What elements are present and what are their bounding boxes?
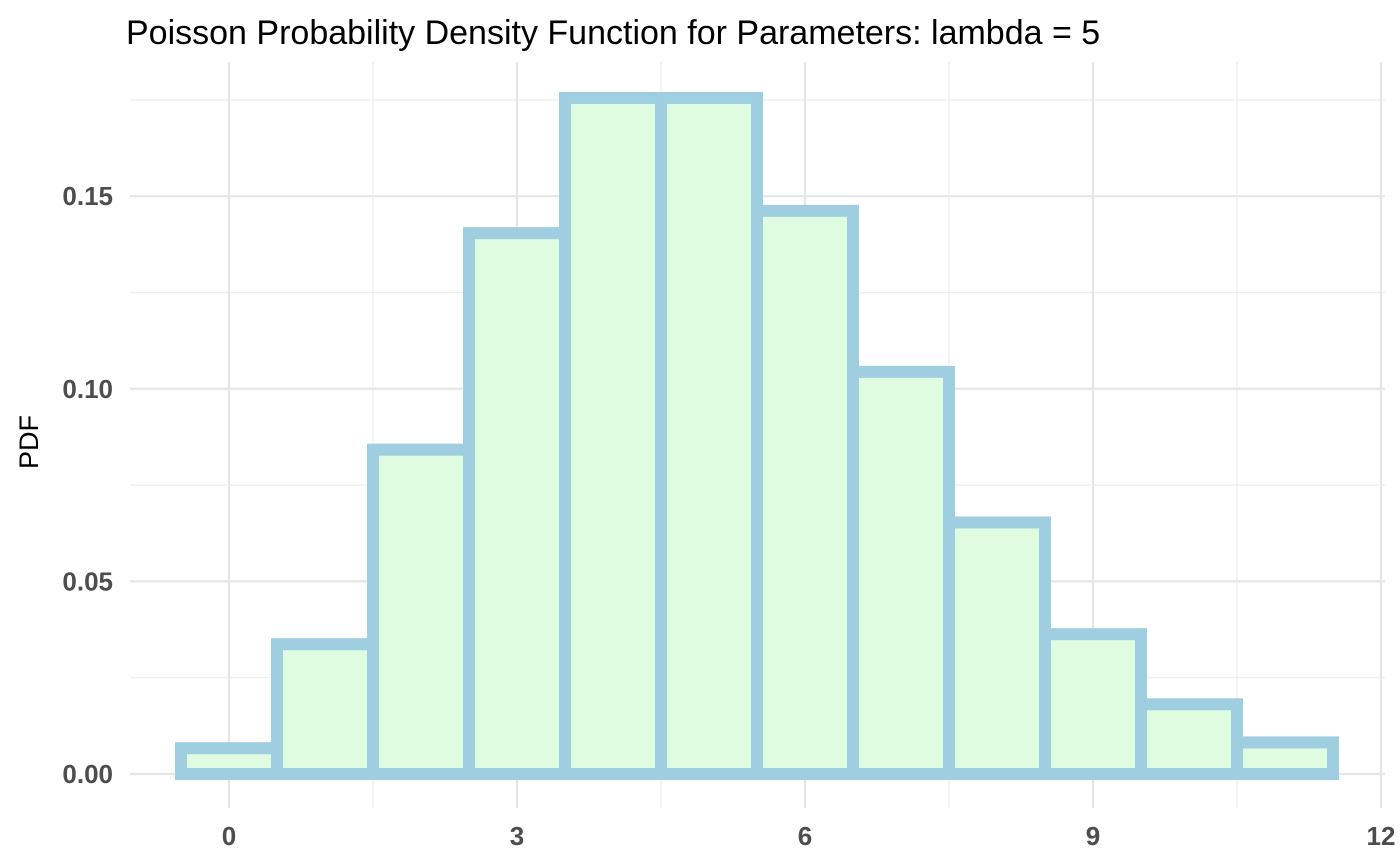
x-tick-label: 12 <box>1367 821 1396 851</box>
chart-title: Poisson Probability Density Function for… <box>126 14 1100 52</box>
y-axis-ticks: 0.00 0.05 0.10 0.15 <box>62 181 113 789</box>
y-axis-label: PDF <box>14 415 44 469</box>
bar-11 <box>1231 736 1339 780</box>
bar-7 <box>847 365 955 780</box>
x-tick-label: 0 <box>222 821 236 851</box>
bar-1 <box>271 638 379 781</box>
x-tick-label: 3 <box>510 821 524 851</box>
y-tick-label: 0.05 <box>62 566 113 596</box>
bar-8 <box>943 516 1051 781</box>
bar-3 <box>463 227 571 780</box>
bar-10 <box>1135 698 1243 781</box>
y-tick-label: 0.00 <box>62 759 113 789</box>
x-tick-label: 9 <box>1086 821 1100 851</box>
y-tick-label: 0.15 <box>62 181 113 211</box>
y-tick-label: 0.10 <box>62 374 113 404</box>
bar-4 <box>559 91 667 780</box>
bar-0 <box>175 742 283 780</box>
bar-2 <box>367 443 475 780</box>
x-tick-label: 6 <box>798 821 812 851</box>
x-axis-ticks: 0 3 6 9 12 <box>222 821 1396 851</box>
bars <box>175 91 1339 781</box>
bar-5 <box>655 91 763 780</box>
bar-9 <box>1039 628 1147 781</box>
bar-6 <box>751 204 859 781</box>
